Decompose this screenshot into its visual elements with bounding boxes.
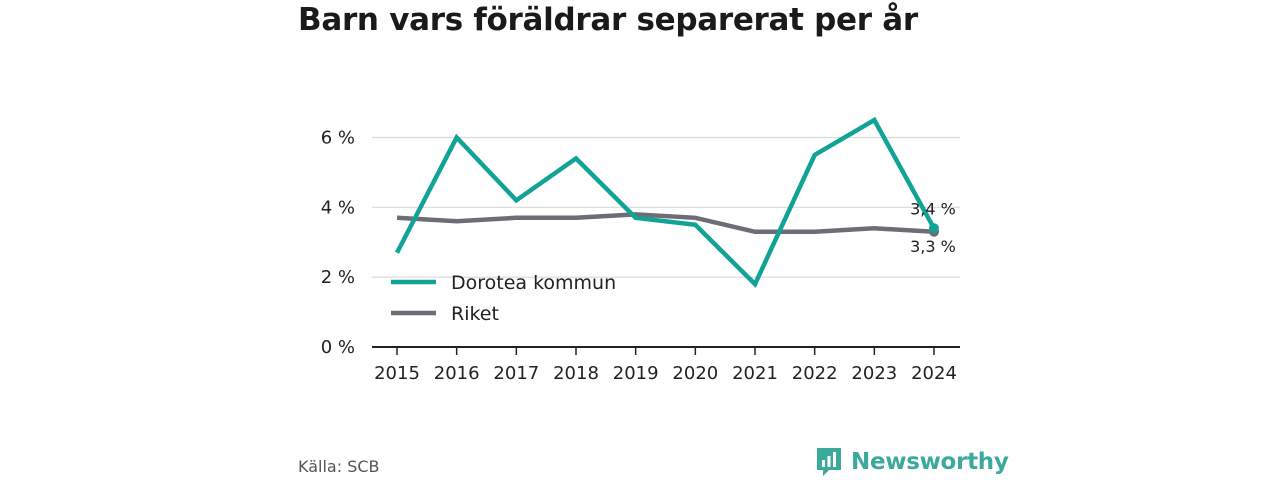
x-tick-label: 2019 [613,363,659,384]
y-tick-label: 0 % [321,337,355,358]
y-tick-label: 4 % [321,197,355,218]
x-tick-label: 2016 [434,363,480,384]
series-line [395,116,936,289]
series-end-point [929,223,939,234]
x-tick-label: 2020 [672,363,718,384]
series-line [396,212,935,235]
brand-name: Newsworthy [851,449,1009,475]
newsworthy-logo-icon [817,448,841,476]
legend-label: Riket [451,303,499,325]
x-tick-label: 2021 [732,363,778,384]
brand-logo[interactable]: Newsworthy [815,446,1009,478]
x-tick-label: 2018 [553,363,599,384]
x-tick-label: 2022 [792,363,838,384]
x-tick-label: 2015 [374,363,420,384]
y-tick-label: 2 % [321,267,355,288]
y-tick-label: 6 % [321,128,355,149]
x-tick-label: 2024 [911,363,957,384]
end-label-riket: 3,3 % [910,237,956,256]
x-tick-label: 2017 [493,363,539,384]
x-tick-label: 2023 [851,363,897,384]
legend-label: Dorotea kommun [451,272,616,294]
source-note: Källa: SCB [298,457,380,476]
chart-title: Barn vars föräldrar separerat per år [298,2,918,38]
end-label-dorotea: 3,4 % [910,199,956,218]
